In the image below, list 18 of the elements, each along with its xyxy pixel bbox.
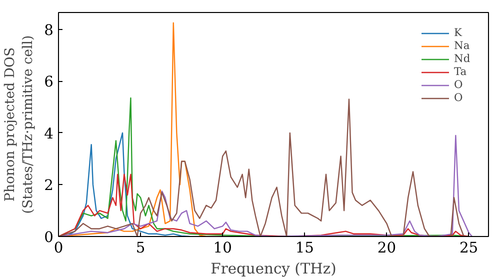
legend-label: Ta [454, 65, 468, 78]
legend-label: O [454, 78, 464, 91]
x-tick-label: 20 [377, 240, 396, 256]
y-axis-title: Phonon projected DOS (States/THz·primitive cell) [3, 35, 36, 214]
x-tick-label: 5 [136, 240, 146, 256]
x-tick-label: 15 [295, 240, 314, 256]
y-tick-label: 8 [44, 22, 54, 39]
x-tick-label: 25 [459, 240, 478, 256]
legend-label: O [454, 91, 464, 104]
y-tick-label: 4 [44, 125, 54, 142]
legend-label: K [454, 26, 464, 39]
x-axis-title: Frequency (THz) [210, 260, 336, 278]
y-tick-label: 0 [44, 229, 54, 246]
legend-label: Na [454, 39, 471, 52]
x-tick-label: 10 [213, 240, 232, 256]
legend-label: Nd [454, 52, 472, 65]
y-tick-label: 6 [44, 74, 54, 91]
y-tick-label: 2 [44, 177, 54, 194]
